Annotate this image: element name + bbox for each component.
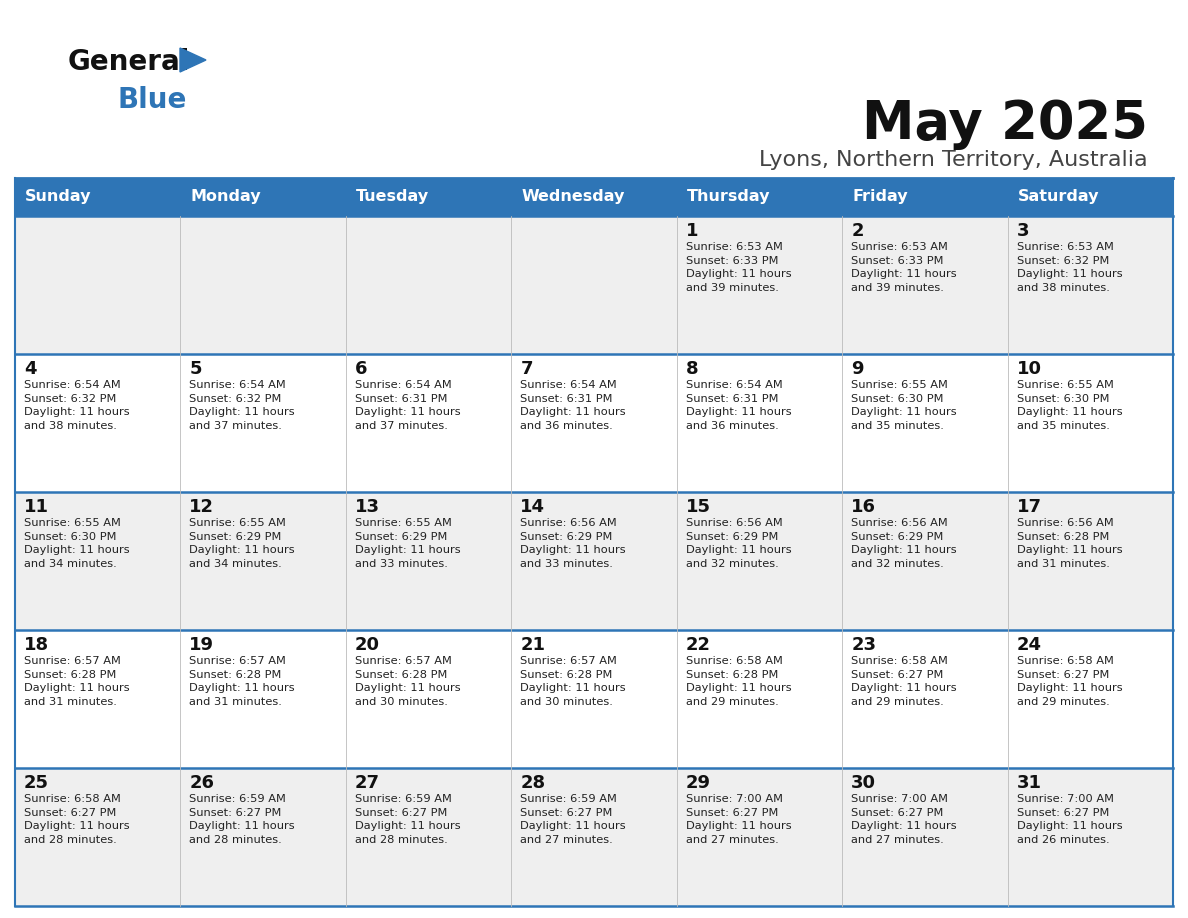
Text: 24: 24 — [1017, 636, 1042, 654]
Text: Sunrise: 6:53 AM
Sunset: 6:32 PM
Daylight: 11 hours
and 38 minutes.: Sunrise: 6:53 AM Sunset: 6:32 PM Dayligh… — [1017, 242, 1123, 293]
Bar — [842, 178, 1007, 216]
Text: Sunrise: 6:59 AM
Sunset: 6:27 PM
Daylight: 11 hours
and 28 minutes.: Sunrise: 6:59 AM Sunset: 6:27 PM Dayligh… — [355, 794, 461, 845]
Text: Sunrise: 7:00 AM
Sunset: 6:27 PM
Daylight: 11 hours
and 27 minutes.: Sunrise: 7:00 AM Sunset: 6:27 PM Dayligh… — [851, 794, 956, 845]
Text: Sunrise: 6:54 AM
Sunset: 6:31 PM
Daylight: 11 hours
and 36 minutes.: Sunrise: 6:54 AM Sunset: 6:31 PM Dayligh… — [520, 380, 626, 431]
Text: Sunrise: 6:54 AM
Sunset: 6:31 PM
Daylight: 11 hours
and 37 minutes.: Sunrise: 6:54 AM Sunset: 6:31 PM Dayligh… — [355, 380, 461, 431]
Text: Sunrise: 6:58 AM
Sunset: 6:28 PM
Daylight: 11 hours
and 29 minutes.: Sunrise: 6:58 AM Sunset: 6:28 PM Dayligh… — [685, 656, 791, 707]
Text: Sunrise: 6:55 AM
Sunset: 6:30 PM
Daylight: 11 hours
and 35 minutes.: Sunrise: 6:55 AM Sunset: 6:30 PM Dayligh… — [1017, 380, 1123, 431]
Text: 8: 8 — [685, 360, 699, 378]
Bar — [511, 178, 677, 216]
Bar — [15, 354, 1173, 492]
Bar — [15, 178, 181, 216]
Text: Thursday: Thursday — [687, 189, 770, 205]
Bar — [15, 492, 1173, 630]
Text: 27: 27 — [355, 774, 380, 792]
Text: 31: 31 — [1017, 774, 1042, 792]
Text: Sunrise: 7:00 AM
Sunset: 6:27 PM
Daylight: 11 hours
and 26 minutes.: Sunrise: 7:00 AM Sunset: 6:27 PM Dayligh… — [1017, 794, 1123, 845]
Text: 1: 1 — [685, 222, 699, 240]
Text: Sunrise: 6:57 AM
Sunset: 6:28 PM
Daylight: 11 hours
and 31 minutes.: Sunrise: 6:57 AM Sunset: 6:28 PM Dayligh… — [189, 656, 295, 707]
Text: 30: 30 — [851, 774, 876, 792]
Text: Sunrise: 6:54 AM
Sunset: 6:32 PM
Daylight: 11 hours
and 37 minutes.: Sunrise: 6:54 AM Sunset: 6:32 PM Dayligh… — [189, 380, 295, 431]
Text: Sunrise: 6:56 AM
Sunset: 6:29 PM
Daylight: 11 hours
and 33 minutes.: Sunrise: 6:56 AM Sunset: 6:29 PM Dayligh… — [520, 518, 626, 569]
Text: Sunrise: 6:56 AM
Sunset: 6:28 PM
Daylight: 11 hours
and 31 minutes.: Sunrise: 6:56 AM Sunset: 6:28 PM Dayligh… — [1017, 518, 1123, 569]
Text: Saturday: Saturday — [1018, 189, 1099, 205]
Text: Sunrise: 6:55 AM
Sunset: 6:29 PM
Daylight: 11 hours
and 33 minutes.: Sunrise: 6:55 AM Sunset: 6:29 PM Dayligh… — [355, 518, 461, 569]
Text: 12: 12 — [189, 498, 214, 516]
Text: May 2025: May 2025 — [862, 98, 1148, 150]
Text: Sunrise: 6:58 AM
Sunset: 6:27 PM
Daylight: 11 hours
and 29 minutes.: Sunrise: 6:58 AM Sunset: 6:27 PM Dayligh… — [851, 656, 956, 707]
Text: 20: 20 — [355, 636, 380, 654]
Text: 18: 18 — [24, 636, 49, 654]
Text: Sunrise: 6:54 AM
Sunset: 6:32 PM
Daylight: 11 hours
and 38 minutes.: Sunrise: 6:54 AM Sunset: 6:32 PM Dayligh… — [24, 380, 129, 431]
Text: Wednesday: Wednesday — [522, 189, 625, 205]
Text: 17: 17 — [1017, 498, 1042, 516]
Text: Sunrise: 6:55 AM
Sunset: 6:29 PM
Daylight: 11 hours
and 34 minutes.: Sunrise: 6:55 AM Sunset: 6:29 PM Dayligh… — [189, 518, 295, 569]
Text: Sunrise: 7:00 AM
Sunset: 6:27 PM
Daylight: 11 hours
and 27 minutes.: Sunrise: 7:00 AM Sunset: 6:27 PM Dayligh… — [685, 794, 791, 845]
Text: Sunrise: 6:57 AM
Sunset: 6:28 PM
Daylight: 11 hours
and 30 minutes.: Sunrise: 6:57 AM Sunset: 6:28 PM Dayligh… — [520, 656, 626, 707]
Text: 25: 25 — [24, 774, 49, 792]
Text: 6: 6 — [355, 360, 367, 378]
Text: Sunrise: 6:55 AM
Sunset: 6:30 PM
Daylight: 11 hours
and 35 minutes.: Sunrise: 6:55 AM Sunset: 6:30 PM Dayligh… — [851, 380, 956, 431]
Bar — [677, 178, 842, 216]
Text: 26: 26 — [189, 774, 214, 792]
Text: 9: 9 — [851, 360, 864, 378]
Text: Sunrise: 6:57 AM
Sunset: 6:28 PM
Daylight: 11 hours
and 30 minutes.: Sunrise: 6:57 AM Sunset: 6:28 PM Dayligh… — [355, 656, 461, 707]
Text: 23: 23 — [851, 636, 876, 654]
Text: Sunrise: 6:59 AM
Sunset: 6:27 PM
Daylight: 11 hours
and 28 minutes.: Sunrise: 6:59 AM Sunset: 6:27 PM Dayligh… — [189, 794, 295, 845]
Text: 4: 4 — [24, 360, 37, 378]
Bar — [181, 178, 346, 216]
Text: 22: 22 — [685, 636, 710, 654]
Text: Blue: Blue — [118, 86, 188, 114]
Text: 13: 13 — [355, 498, 380, 516]
Text: 28: 28 — [520, 774, 545, 792]
Text: Sunrise: 6:56 AM
Sunset: 6:29 PM
Daylight: 11 hours
and 32 minutes.: Sunrise: 6:56 AM Sunset: 6:29 PM Dayligh… — [851, 518, 956, 569]
Text: Sunrise: 6:53 AM
Sunset: 6:33 PM
Daylight: 11 hours
and 39 minutes.: Sunrise: 6:53 AM Sunset: 6:33 PM Dayligh… — [685, 242, 791, 293]
Text: 21: 21 — [520, 636, 545, 654]
Polygon shape — [181, 48, 206, 72]
Text: General: General — [68, 48, 190, 76]
Text: 7: 7 — [520, 360, 532, 378]
Text: 19: 19 — [189, 636, 214, 654]
Text: Sunrise: 6:57 AM
Sunset: 6:28 PM
Daylight: 11 hours
and 31 minutes.: Sunrise: 6:57 AM Sunset: 6:28 PM Dayligh… — [24, 656, 129, 707]
Text: Sunrise: 6:58 AM
Sunset: 6:27 PM
Daylight: 11 hours
and 29 minutes.: Sunrise: 6:58 AM Sunset: 6:27 PM Dayligh… — [1017, 656, 1123, 707]
Text: Sunrise: 6:55 AM
Sunset: 6:30 PM
Daylight: 11 hours
and 34 minutes.: Sunrise: 6:55 AM Sunset: 6:30 PM Dayligh… — [24, 518, 129, 569]
Text: Sunrise: 6:56 AM
Sunset: 6:29 PM
Daylight: 11 hours
and 32 minutes.: Sunrise: 6:56 AM Sunset: 6:29 PM Dayligh… — [685, 518, 791, 569]
Text: 29: 29 — [685, 774, 710, 792]
Text: 2: 2 — [851, 222, 864, 240]
Text: Friday: Friday — [852, 189, 908, 205]
Text: 10: 10 — [1017, 360, 1042, 378]
Text: Sunrise: 6:59 AM
Sunset: 6:27 PM
Daylight: 11 hours
and 27 minutes.: Sunrise: 6:59 AM Sunset: 6:27 PM Dayligh… — [520, 794, 626, 845]
Text: Tuesday: Tuesday — [356, 189, 429, 205]
Text: 11: 11 — [24, 498, 49, 516]
Text: Lyons, Northern Territory, Australia: Lyons, Northern Territory, Australia — [759, 150, 1148, 170]
Text: Sunday: Sunday — [25, 189, 91, 205]
Text: 16: 16 — [851, 498, 876, 516]
Bar — [15, 768, 1173, 906]
Text: Sunrise: 6:53 AM
Sunset: 6:33 PM
Daylight: 11 hours
and 39 minutes.: Sunrise: 6:53 AM Sunset: 6:33 PM Dayligh… — [851, 242, 956, 293]
Bar — [1007, 178, 1173, 216]
Text: 15: 15 — [685, 498, 710, 516]
Text: Monday: Monday — [190, 189, 261, 205]
Bar — [346, 178, 511, 216]
Bar — [15, 216, 1173, 354]
Text: Sunrise: 6:58 AM
Sunset: 6:27 PM
Daylight: 11 hours
and 28 minutes.: Sunrise: 6:58 AM Sunset: 6:27 PM Dayligh… — [24, 794, 129, 845]
Text: 14: 14 — [520, 498, 545, 516]
Text: 5: 5 — [189, 360, 202, 378]
Text: Sunrise: 6:54 AM
Sunset: 6:31 PM
Daylight: 11 hours
and 36 minutes.: Sunrise: 6:54 AM Sunset: 6:31 PM Dayligh… — [685, 380, 791, 431]
Text: 3: 3 — [1017, 222, 1029, 240]
Bar — [15, 630, 1173, 768]
